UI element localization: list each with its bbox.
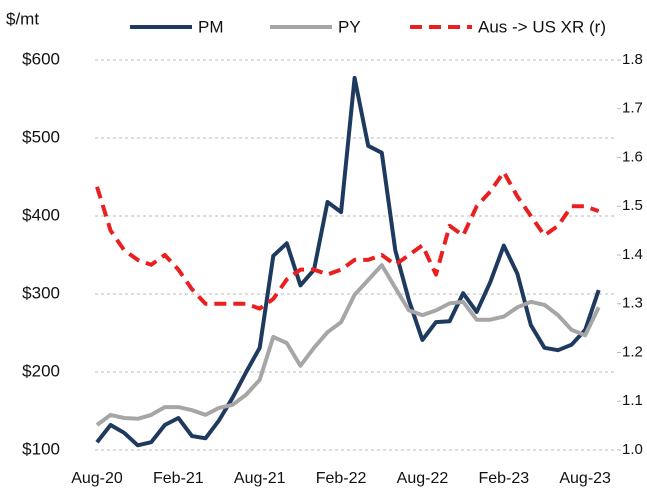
y-tick-label: $300 <box>22 283 60 302</box>
legend-label: PM <box>198 17 224 36</box>
y2-tick-label: 1.0 <box>622 441 643 458</box>
y-tick-label: $100 <box>22 439 60 458</box>
series-line <box>95 75 601 448</box>
y2-tick-label: 1.3 <box>622 295 643 312</box>
legend-label: PY <box>338 17 361 36</box>
y2-tick-label: 1.6 <box>622 148 643 165</box>
y-tick-label: $400 <box>22 205 60 224</box>
x-tick-label: Feb-22 <box>316 470 367 487</box>
legend-label: Aus -> US XR (r) <box>478 17 606 36</box>
y-tick-label: $200 <box>22 361 60 380</box>
y-tick-label: $500 <box>22 127 60 146</box>
x-tick-label: Aug-22 <box>397 470 449 487</box>
y-axis-label: $/mt <box>6 9 39 28</box>
y2-tick-label: 1.5 <box>622 197 643 214</box>
y2-tick-label: 1.1 <box>622 392 643 409</box>
series-line <box>95 263 601 427</box>
x-tick-label: Aug-21 <box>234 470 286 487</box>
y-tick-label: $600 <box>22 49 60 68</box>
y2-tick-label: 1.7 <box>622 100 643 117</box>
y2-tick-label: 1.4 <box>622 246 643 263</box>
y2-tick-label: 1.2 <box>622 343 643 360</box>
x-tick-label: Aug-20 <box>71 470 123 487</box>
x-tick-label: Feb-21 <box>153 470 204 487</box>
series-line <box>95 170 600 311</box>
x-tick-label: Feb-23 <box>478 470 529 487</box>
y2-tick-label: 1.8 <box>622 51 643 68</box>
x-tick-label: Aug-23 <box>559 470 611 487</box>
